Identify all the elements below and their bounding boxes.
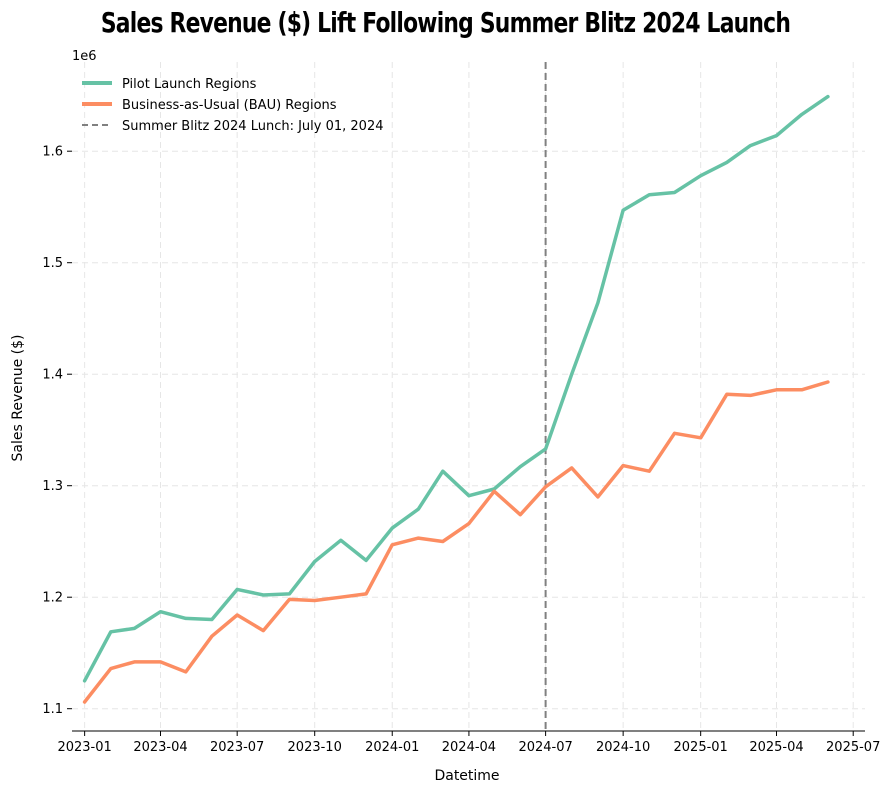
y-tick-label: 1.2 (42, 591, 63, 606)
x-tick-label: 2025-04 (749, 740, 803, 755)
x-ticks: 2023-01 2023-04 2023-07 2023-10 2024-01 2024-… (57, 731, 880, 755)
legend-label-pilot: Pilot Launch Regions (122, 77, 257, 92)
chart-title: Sales Revenue ($) Lift Following Summer … (100, 6, 791, 39)
legend: Pilot Launch Regions Business-as-Usual (… (82, 77, 384, 134)
x-axis-label: Datetime (434, 768, 499, 784)
x-tick-label: 2023-07 (210, 740, 264, 755)
series-line-0 (82, 94, 830, 683)
y-ticks: 1.1 1.2 1.3 1.4 1.5 1.6 (42, 145, 72, 717)
series-lines (82, 94, 830, 704)
legend-label-bau: Business-as-Usual (BAU) Regions (122, 98, 337, 113)
x-tick-label: 2024-10 (596, 740, 650, 755)
y-tick-label: 1.3 (42, 479, 63, 494)
x-tick-label: 2023-04 (133, 740, 187, 755)
x-tick-label: 2024-07 (518, 740, 572, 755)
x-tick-label: 2025-07 (826, 740, 880, 755)
legend-label-launch: Summer Blitz 2024 Lunch: July 01, 2024 (122, 119, 384, 134)
y-tick-label: 1.4 (42, 368, 63, 383)
y-tick-label: 1.5 (42, 256, 63, 271)
y-scale-label: 1e6 (72, 49, 97, 64)
x-tick-label: 2024-01 (365, 740, 419, 755)
y-axis-label: Sales Revenue ($) (10, 335, 26, 462)
x-tick-label: 2023-10 (288, 740, 342, 755)
x-tick-label: 2024-04 (442, 740, 496, 755)
series-line-1 (82, 380, 830, 704)
x-tick-label: 2023-01 (57, 740, 111, 755)
y-tick-label: 1.6 (42, 145, 63, 160)
x-tick-label: 2025-01 (674, 740, 728, 755)
y-tick-label: 1.1 (42, 702, 63, 717)
